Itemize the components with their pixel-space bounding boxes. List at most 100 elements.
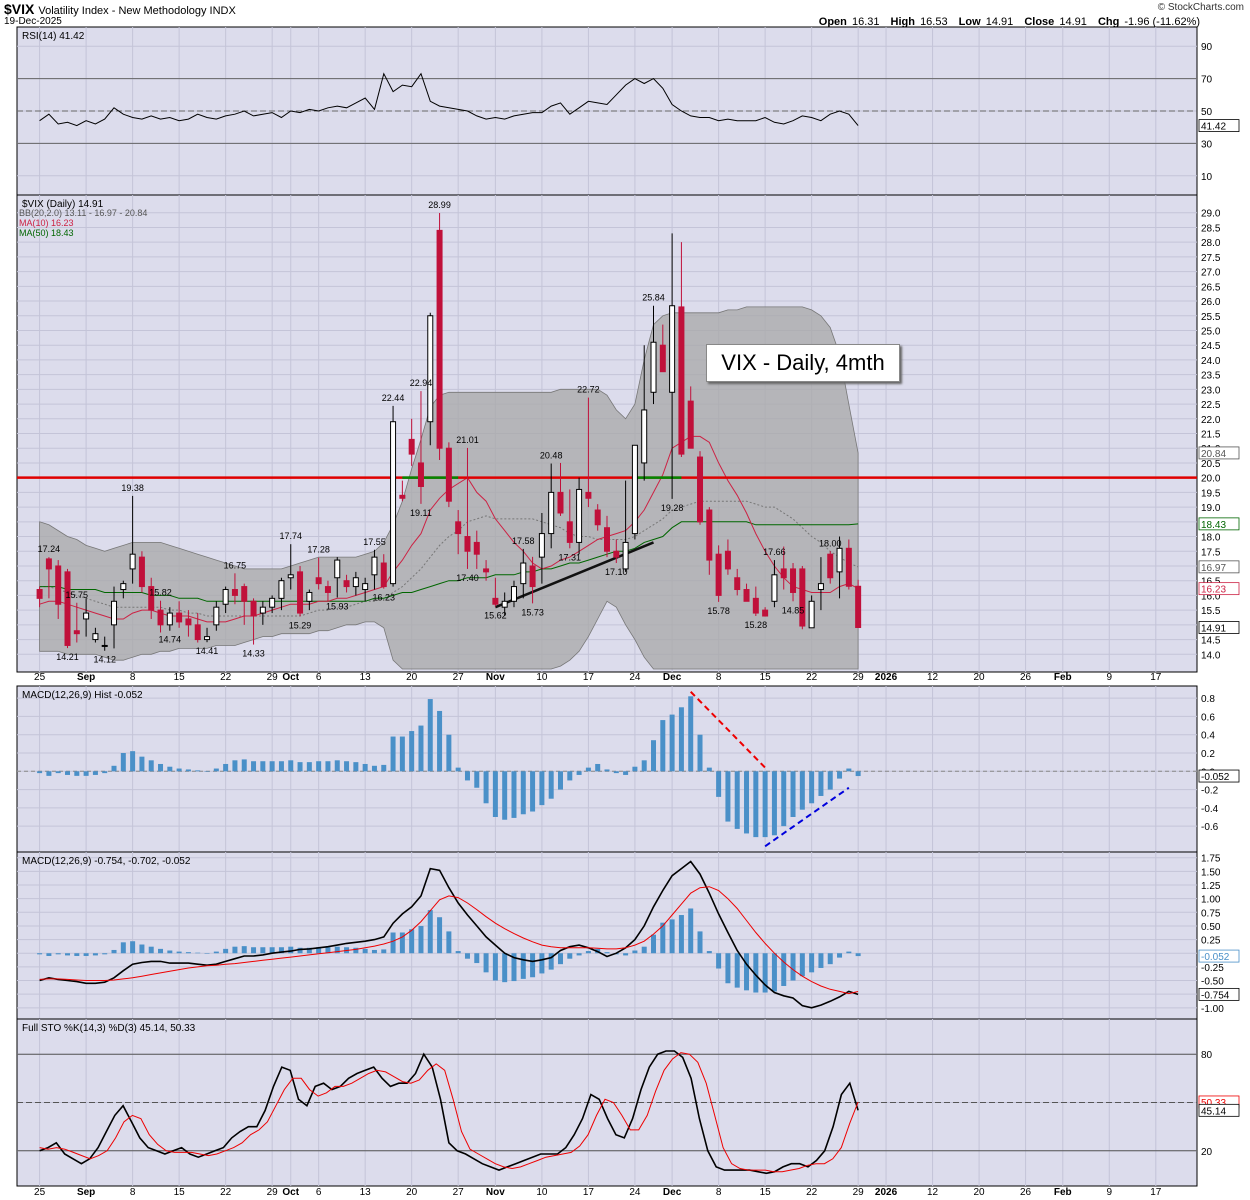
chg-value: -1.96 (-11.62%): [1124, 16, 1200, 28]
candle: [780, 546, 787, 590]
candle-body: [557, 491, 564, 514]
candle-body: [157, 609, 164, 626]
hist-bar: [557, 771, 563, 790]
candle: [250, 598, 257, 645]
candle: [83, 598, 90, 637]
macd-panel-title: MACD(12,26,9) -0.754, -0.702, -0.052: [22, 856, 191, 867]
candle: [445, 442, 452, 508]
hist-bar: [353, 762, 359, 772]
candle-body: [278, 580, 285, 599]
ma50-line: [39, 521, 859, 602]
candle-body: [492, 597, 499, 605]
price-label: 22.72: [577, 385, 600, 395]
sto-last-label: 45.14: [1201, 1106, 1226, 1117]
macd-hist-bar: [585, 951, 591, 954]
candle: [166, 607, 173, 631]
candle: [334, 557, 341, 598]
hist-bar: [437, 710, 443, 772]
candle-body: [715, 553, 722, 596]
candle-body: [436, 229, 443, 449]
candle: [631, 444, 638, 540]
candle-body: [771, 574, 778, 602]
candle-body: [548, 491, 555, 535]
y-tick-label: -0.2: [1201, 786, 1219, 797]
x-tick-label: 26: [1020, 672, 1032, 683]
hist-bar: [576, 771, 582, 775]
hist-bar: [418, 725, 424, 772]
rsi-last-label: 41.42: [1201, 122, 1226, 133]
macd-hist-bar: [46, 953, 52, 956]
macd-hist-last-label: -0.052: [1201, 772, 1230, 783]
hist-bar: [65, 771, 71, 775]
candle-body: [827, 553, 834, 579]
macd-last-label: -0.754: [1201, 990, 1230, 1001]
hist-bar: [502, 771, 508, 820]
hist-bar: [334, 760, 340, 772]
candle-body: [808, 600, 815, 629]
x-tick-label: Dec: [663, 1187, 682, 1198]
macd-hist-bar: [55, 953, 61, 955]
price-label: 16.75: [224, 560, 247, 570]
hist-bar: [613, 771, 619, 774]
price-label: 14.74: [159, 635, 182, 645]
price-label: 19.28: [661, 503, 684, 513]
copyright: © StockCharts.com: [1157, 2, 1244, 13]
y-tick-label: 70: [1201, 75, 1213, 86]
price-label: 25.84: [642, 293, 665, 303]
candle-body: [176, 612, 183, 623]
macd-hist-bar: [837, 953, 843, 958]
legend-entry: BB(20,2.0) 13.11 - 16.97 - 20.84: [19, 208, 147, 218]
candle-body: [529, 565, 536, 588]
candle: [259, 601, 266, 625]
candle: [687, 386, 694, 449]
y-tick-label: 90: [1201, 42, 1213, 53]
macd-hist-panel-bg: [16, 685, 1198, 853]
y-tick-label: 1.25: [1201, 881, 1221, 892]
x-tick-label: Sep: [77, 1187, 95, 1198]
price-label: 15.78: [707, 606, 730, 616]
x-tick-label: 17: [583, 672, 595, 683]
candle-body: [445, 447, 452, 502]
candle: [138, 551, 145, 593]
candle: [538, 512, 545, 584]
macd-hist-bar: [251, 947, 257, 954]
price-label: 17.31: [559, 552, 582, 562]
price-right-label: 20.84: [1201, 449, 1226, 460]
candle: [799, 565, 806, 630]
candle-body: [45, 558, 52, 570]
y-tick-label: 0.6: [1201, 712, 1215, 723]
price-label: 15.82: [149, 588, 172, 598]
sto-last-label-box: [1198, 1103, 1240, 1117]
price-label: 14.21: [56, 652, 79, 662]
x-tick-label: 12: [927, 672, 939, 683]
macd-hist-bar: [790, 953, 796, 981]
hist-bar: [855, 771, 861, 777]
candle-body: [55, 565, 62, 605]
candle: [306, 589, 313, 611]
x-tick-label: 20: [406, 672, 418, 683]
candle: [120, 580, 127, 599]
macd-hist-bar: [334, 946, 340, 954]
macd-hist-bar: [306, 947, 312, 954]
x-tick-label: 24: [629, 1187, 641, 1198]
symbol-title: $VIX Volatility Index - New Methodology I…: [4, 1, 236, 17]
candle-body: [836, 547, 843, 573]
candle: [390, 405, 397, 587]
x-tick-label: 20: [974, 1187, 986, 1198]
hist-bar: [678, 707, 684, 772]
y-tick-label: 23.0: [1201, 385, 1221, 396]
hist-bar: [697, 734, 703, 772]
x-tick-label: 29: [853, 1187, 865, 1198]
low-value: 14.91: [985, 16, 1014, 28]
x-tick-label: Oct: [282, 672, 299, 683]
candle: [817, 557, 824, 611]
candle: [436, 213, 443, 460]
macd-last-label: -0.052: [1201, 952, 1230, 963]
high-value: 16.53: [920, 16, 948, 28]
price-panel: 14.014.515.015.516.016.517.017.518.018.5…: [16, 194, 1240, 673]
candle: [697, 451, 704, 525]
candle-body: [501, 600, 508, 608]
candle-body: [464, 536, 471, 552]
candle-body: [604, 527, 610, 552]
candle-body: [455, 521, 462, 535]
